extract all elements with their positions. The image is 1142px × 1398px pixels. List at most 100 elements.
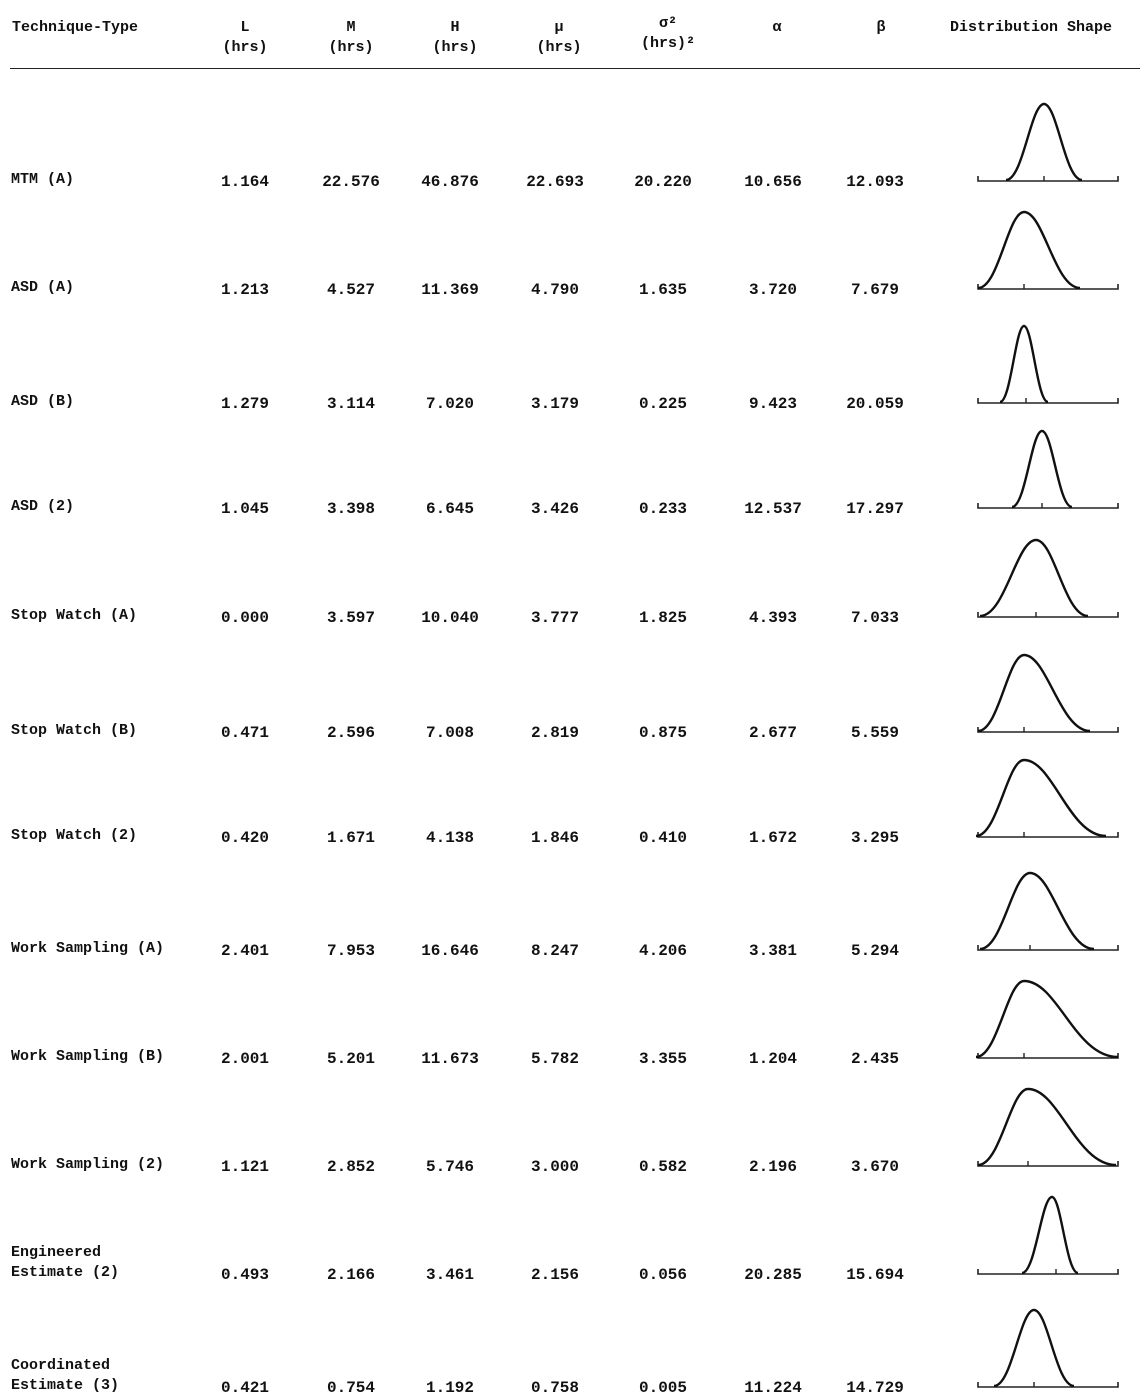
header-shape: Distribution Shape [950, 19, 1113, 36]
row-label: Work Sampling (2) [11, 1156, 165, 1173]
header-beta: β [876, 19, 886, 36]
cell-alpha: 12.537 [744, 500, 802, 518]
cell-H: 6.645 [425, 500, 474, 518]
header-rule [10, 68, 1140, 69]
header-L-symbol: L [240, 19, 250, 36]
header-M-symbol: M [346, 19, 356, 36]
cell-mu: 0.758 [530, 1379, 579, 1397]
cell-H: 4.138 [425, 829, 474, 847]
cell-alpha: 3.720 [748, 281, 797, 299]
cell-M: 2.596 [326, 724, 375, 742]
cell-mu: 8.247 [530, 942, 579, 960]
cell-mu: 3.179 [530, 395, 579, 413]
cell-alpha: 2.196 [748, 1158, 797, 1176]
header-H-unit: (hrs) [432, 39, 478, 56]
cell-mu: 3.426 [530, 500, 579, 518]
header-H: H (hrs) [410, 18, 500, 58]
cell-alpha: 11.224 [744, 1379, 802, 1397]
distribution-shape-icon [977, 871, 1119, 951]
cell-L: 0.420 [220, 829, 269, 847]
cell-mu: 3.000 [530, 1158, 579, 1176]
cell-sigma: 0.582 [638, 1158, 687, 1176]
cell-sigma: 1.635 [638, 281, 687, 299]
cell-sigma: 0.225 [638, 395, 687, 413]
cell-M: 3.597 [326, 609, 375, 627]
distribution-shape-icon [977, 1308, 1119, 1388]
cell-sigma: 0.005 [638, 1379, 687, 1397]
header-L: L (hrs) [200, 18, 290, 58]
cell-L: 1.213 [220, 281, 269, 299]
cell-L: 1.045 [220, 500, 269, 518]
cell-H: 7.008 [425, 724, 474, 742]
cell-beta: 3.670 [850, 1158, 899, 1176]
cell-alpha: 20.285 [744, 1266, 802, 1284]
cell-H: 1.192 [425, 1379, 474, 1397]
cell-M: 22.576 [322, 173, 380, 191]
cell-sigma: 0.233 [638, 500, 687, 518]
cell-L: 2.001 [220, 1050, 269, 1068]
header-M-unit: (hrs) [328, 39, 374, 56]
cell-L: 0.493 [220, 1266, 269, 1284]
cell-beta: 7.679 [850, 281, 899, 299]
cell-L: 0.000 [220, 609, 269, 627]
header-technique: Technique-Type [12, 19, 139, 36]
header-mu-unit: (hrs) [536, 39, 582, 56]
cell-mu: 3.777 [530, 609, 579, 627]
cell-mu: 5.782 [530, 1050, 579, 1068]
cell-beta: 2.435 [850, 1050, 899, 1068]
cell-M: 3.114 [326, 395, 375, 413]
cell-sigma: 20.220 [634, 173, 692, 191]
row-label: ASD (A) [11, 279, 75, 296]
cell-sigma: 0.410 [638, 829, 687, 847]
cell-mu: 2.156 [530, 1266, 579, 1284]
cell-sigma: 0.056 [638, 1266, 687, 1284]
cell-M: 2.166 [326, 1266, 375, 1284]
row-label: MTM (A) [11, 171, 75, 188]
cell-mu: 22.693 [526, 173, 584, 191]
cell-H: 3.461 [425, 1266, 474, 1284]
cell-beta: 7.033 [850, 609, 899, 627]
header-sigma-symbol: σ² [658, 15, 677, 32]
row-label: Work Sampling (B) [11, 1048, 165, 1065]
cell-M: 7.953 [326, 942, 375, 960]
distribution-shape-icon [977, 538, 1119, 618]
cell-mu: 2.819 [530, 724, 579, 742]
header-M: M (hrs) [306, 18, 396, 58]
cell-mu: 4.790 [530, 281, 579, 299]
header-sigma: σ² (hrs)² [618, 14, 718, 54]
cell-L: 1.164 [220, 173, 269, 191]
cell-M: 5.201 [326, 1050, 375, 1068]
header-alpha: α [772, 19, 782, 36]
cell-H: 5.746 [425, 1158, 474, 1176]
row-label: Work Sampling (A) [11, 940, 165, 957]
header-mu-symbol: μ [554, 19, 564, 36]
header-mu: μ (hrs) [514, 18, 604, 58]
cell-sigma: 1.825 [638, 609, 687, 627]
cell-beta: 12.093 [846, 173, 904, 191]
cell-alpha: 3.381 [748, 942, 797, 960]
cell-M: 4.527 [326, 281, 375, 299]
row-label: ASD (2) [11, 498, 75, 515]
cell-beta: 14.729 [846, 1379, 904, 1397]
distribution-shape-icon [975, 758, 1119, 838]
cell-beta: 17.297 [846, 500, 904, 518]
distribution-shape-icon [975, 979, 1119, 1059]
distribution-shape-icon [977, 1087, 1119, 1167]
cell-beta: 20.059 [846, 395, 904, 413]
cell-mu: 1.846 [530, 829, 579, 847]
cell-alpha: 9.423 [748, 395, 797, 413]
distribution-shape-icon [977, 210, 1119, 290]
distribution-shape-icon [977, 1195, 1119, 1275]
cell-sigma: 3.355 [638, 1050, 687, 1068]
distribution-shape-icon [977, 653, 1119, 733]
cell-H: 10.040 [421, 609, 479, 627]
cell-H: 11.369 [421, 281, 479, 299]
cell-L: 1.121 [220, 1158, 269, 1176]
cell-M: 2.852 [326, 1158, 375, 1176]
cell-M: 3.398 [326, 500, 375, 518]
cell-M: 1.671 [326, 829, 375, 847]
row-label: Stop Watch (2) [11, 827, 138, 844]
cell-beta: 5.559 [850, 724, 899, 742]
cell-M: 0.754 [326, 1379, 375, 1397]
